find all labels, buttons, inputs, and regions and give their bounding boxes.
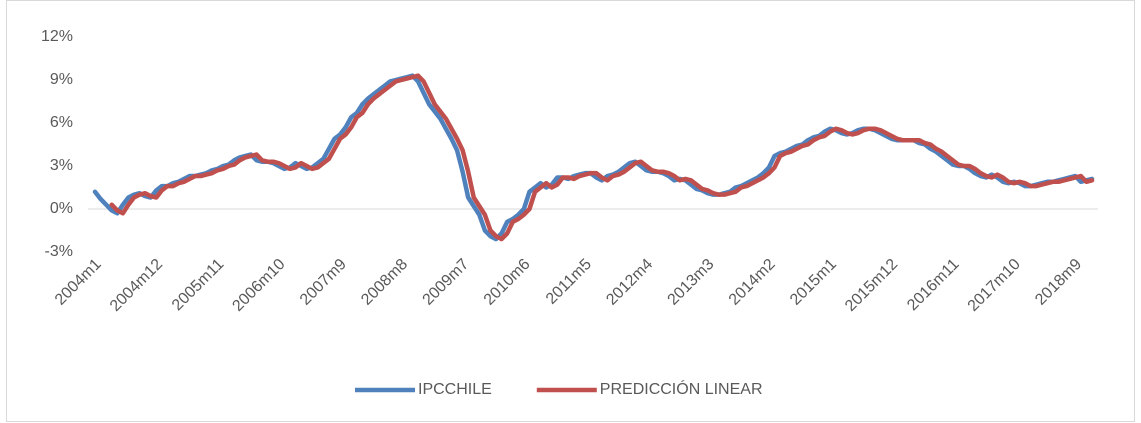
y-tick-label: 0% (50, 200, 73, 217)
y-tick-label: 12% (41, 28, 73, 45)
y-tick-label: 9% (50, 71, 73, 88)
y-tick-label: -3% (45, 243, 73, 260)
y-tick-label: 3% (50, 157, 73, 174)
y-tick-label: 6% (50, 114, 73, 131)
legend-label: IPCCHILE (418, 381, 492, 398)
legend-label: PREDICCIÓN LINEAR (600, 379, 763, 398)
series-line (109, 73, 1095, 242)
chart-border (6, 0, 1135, 422)
